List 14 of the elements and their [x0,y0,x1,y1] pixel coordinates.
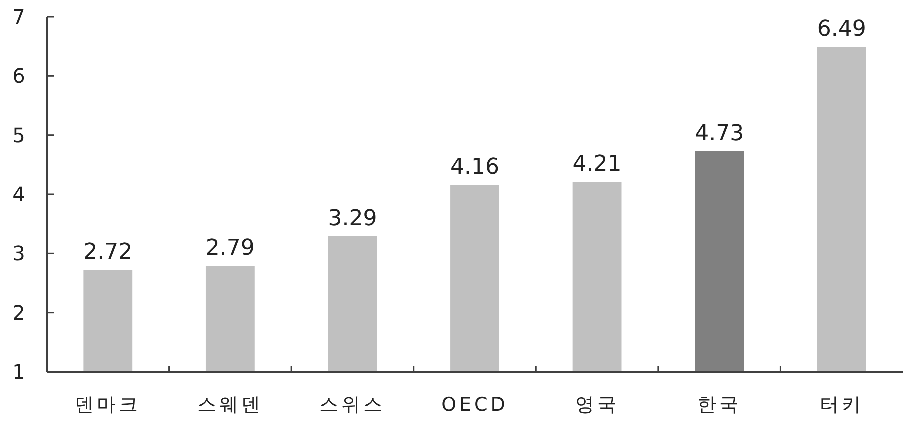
x-tick-label: 덴마크 [75,394,142,416]
y-tick-label: 2 [12,300,26,325]
y-tick-label: 4 [12,182,26,206]
x-tick-label: 스웨덴 [197,394,264,416]
x-tick-label: 영국 [575,394,620,416]
y-tick-label: 1 [12,360,26,384]
x-tick-label: OECD [442,394,508,416]
x-tick-label: 한국 [698,394,742,416]
y-tick-label: 3 [12,242,26,266]
x-tick-label: 터키 [820,394,864,416]
y-tick-label: 6 [12,64,26,88]
y-tick-label: 5 [12,123,26,148]
x-tick-label: 스위스 [320,394,386,416]
y-tick-label: 7 [12,5,26,29]
